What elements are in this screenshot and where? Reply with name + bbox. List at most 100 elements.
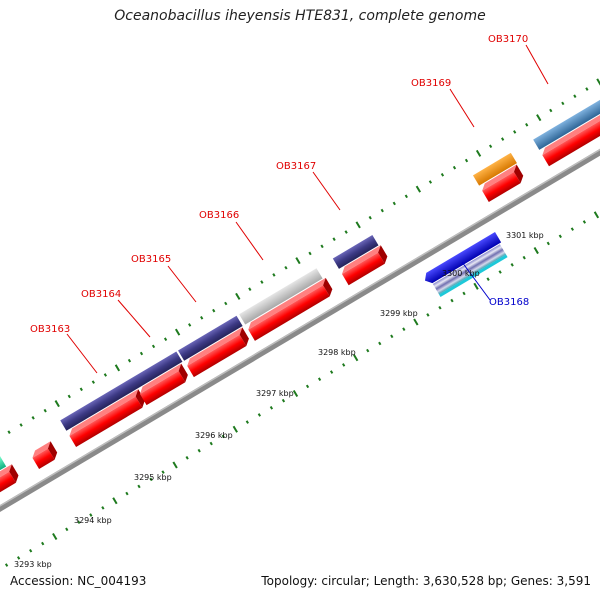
major-tick bbox=[172, 461, 178, 469]
minor-tick bbox=[269, 406, 274, 410]
scale-label: 3300 kbp bbox=[442, 269, 480, 278]
gene-bar-ob3165[interactable] bbox=[239, 268, 323, 325]
gene-label-ob3166[interactable]: OB3166 bbox=[199, 210, 239, 221]
label-leader-lines bbox=[66, 44, 549, 374]
major-tick bbox=[52, 532, 58, 540]
cds-box[interactable] bbox=[246, 277, 335, 341]
gene-bar-ob3168[interactable] bbox=[422, 232, 509, 299]
minor-tick bbox=[501, 137, 505, 141]
minor-tick bbox=[19, 423, 23, 427]
minor-tick bbox=[284, 265, 288, 270]
minor-tick bbox=[151, 344, 156, 349]
minor-tick bbox=[31, 416, 35, 420]
minor-tick bbox=[281, 398, 286, 403]
cds-box[interactable] bbox=[67, 389, 148, 448]
cds-box[interactable] bbox=[339, 245, 389, 286]
genome-backbone bbox=[0, 116, 600, 531]
gene-label-ob3169[interactable]: OB3169 bbox=[411, 78, 451, 89]
gene-bar-ob3167[interactable] bbox=[332, 235, 379, 269]
genome-title: Oceanobacillus iheyensis HTE831, complet… bbox=[114, 8, 486, 24]
minor-tick bbox=[101, 506, 105, 510]
gene-label-ob3170[interactable]: OB3170 bbox=[488, 34, 528, 45]
minor-tick bbox=[558, 234, 562, 239]
minor-tick bbox=[209, 441, 213, 446]
gene-bar-ob3169[interactable] bbox=[472, 152, 517, 186]
gene-bar-ob3170[interactable] bbox=[533, 83, 600, 150]
scale-labels: 3293 kbp 3294 kbp 3295 kbp 3296 kbp 3297… bbox=[14, 231, 544, 569]
minor-tick bbox=[561, 101, 565, 106]
minor-tick bbox=[332, 237, 336, 241]
major-tick bbox=[112, 497, 118, 505]
minor-tick bbox=[320, 244, 324, 249]
minor-tick bbox=[103, 373, 108, 377]
scale-label: 3296 kbp bbox=[195, 431, 233, 440]
minor-tick bbox=[65, 527, 69, 532]
outer-tick-row bbox=[7, 78, 600, 434]
scale-label: 3293 kbp bbox=[14, 560, 52, 569]
minor-tick bbox=[4, 563, 9, 567]
minor-tick bbox=[450, 298, 454, 303]
minor-tick bbox=[498, 270, 502, 274]
minor-tick bbox=[546, 241, 550, 246]
minor-tick bbox=[7, 430, 11, 434]
gene-label-ob3168[interactable]: OB3168 bbox=[489, 297, 529, 308]
major-tick bbox=[292, 389, 299, 398]
major-tick bbox=[533, 247, 539, 255]
minor-tick bbox=[137, 484, 141, 489]
gene-bar-ob3164[interactable] bbox=[178, 315, 243, 361]
minor-tick bbox=[77, 520, 81, 524]
minor-tick bbox=[272, 273, 276, 277]
gene-label-ob3165[interactable]: OB3165 bbox=[131, 254, 171, 265]
minor-tick bbox=[342, 363, 346, 367]
minor-tick bbox=[185, 456, 189, 460]
minor-tick bbox=[308, 251, 312, 256]
major-tick bbox=[295, 257, 301, 265]
gene-label-ob3163[interactable]: OB3163 bbox=[30, 324, 70, 335]
minor-tick bbox=[510, 263, 514, 267]
inner-tick-row bbox=[4, 211, 600, 567]
minor-tick bbox=[390, 334, 394, 339]
minor-tick bbox=[317, 377, 322, 382]
minor-tick bbox=[200, 315, 204, 320]
minor-tick bbox=[464, 158, 469, 163]
cds-box[interactable] bbox=[137, 363, 190, 406]
minor-tick bbox=[91, 380, 95, 384]
gene-labels: OB3163 OB3164 OB3165 OB3166 OB3167 OB316… bbox=[30, 34, 529, 335]
minor-tick bbox=[41, 541, 45, 546]
major-tick bbox=[114, 364, 121, 372]
minor-tick bbox=[585, 87, 589, 91]
minor-tick bbox=[79, 387, 83, 392]
minor-tick bbox=[139, 351, 144, 356]
minor-tick bbox=[163, 337, 168, 342]
cds-box[interactable] bbox=[480, 164, 526, 202]
minor-tick bbox=[513, 130, 517, 134]
cds-box[interactable] bbox=[540, 91, 600, 167]
scale-label: 3298 kbp bbox=[318, 348, 356, 357]
minor-tick bbox=[197, 448, 201, 453]
major-tick bbox=[413, 318, 419, 326]
minor-tick bbox=[573, 94, 577, 99]
minor-tick bbox=[488, 144, 493, 149]
minor-tick bbox=[404, 194, 408, 199]
cds-box[interactable] bbox=[185, 327, 252, 378]
cds-feature-row bbox=[0, 91, 600, 516]
minor-tick bbox=[438, 305, 442, 310]
cds-box[interactable] bbox=[30, 441, 60, 469]
gene-label-ob3164[interactable]: OB3164 bbox=[81, 289, 121, 300]
minor-tick bbox=[402, 327, 406, 331]
scale-label: 3295 kbp bbox=[134, 473, 172, 482]
minor-tick bbox=[344, 230, 348, 234]
genome-backbone-highlight bbox=[0, 116, 600, 527]
minor-tick bbox=[67, 394, 71, 399]
minor-tick bbox=[248, 287, 252, 292]
major-tick bbox=[353, 354, 359, 362]
minor-tick bbox=[149, 477, 153, 482]
minor-tick bbox=[245, 420, 249, 424]
gene-bar-ob3163[interactable] bbox=[60, 351, 183, 431]
gene-label-ob3167[interactable]: OB3167 bbox=[276, 161, 316, 172]
major-tick bbox=[235, 292, 241, 300]
major-tick bbox=[473, 282, 479, 290]
cds-box[interactable] bbox=[0, 464, 21, 516]
minor-tick bbox=[392, 201, 396, 206]
scale-label: 3301 kbp bbox=[506, 231, 544, 240]
